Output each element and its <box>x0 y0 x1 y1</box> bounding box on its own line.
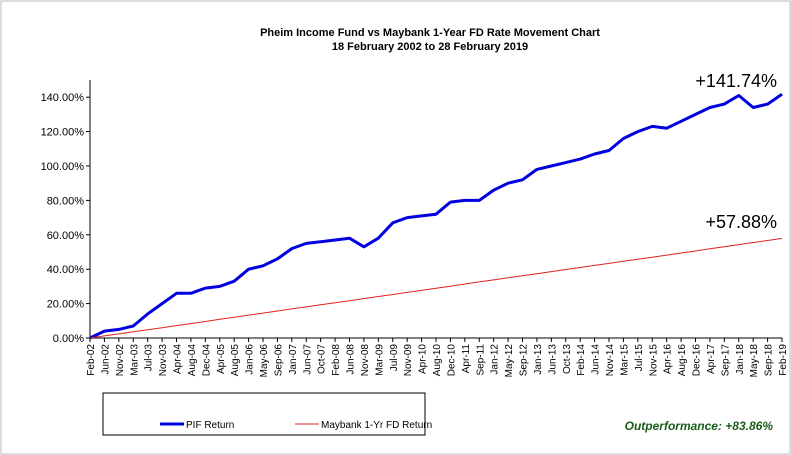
x-tick-label: Apr-10 <box>418 344 429 374</box>
x-tick-label: Aug-04 <box>187 344 198 377</box>
x-tick-label: Nov-15 <box>648 344 659 377</box>
annotation: +57.88% <box>705 212 777 232</box>
x-tick-label: Apr-11 <box>461 344 472 374</box>
y-tick-label: 120.00% <box>41 127 85 139</box>
x-tick-label: Aug-16 <box>677 344 688 377</box>
x-tick-label: Apr-05 <box>216 344 227 374</box>
x-tick-label: Jun-13 <box>547 344 558 375</box>
x-tick-label: Nov-02 <box>115 344 126 377</box>
x-tick-label: Sep-11 <box>475 344 486 376</box>
x-tick-label: May-18 <box>749 344 760 378</box>
y-tick-label: 140.00% <box>41 92 85 104</box>
x-tick-label: Nov-08 <box>360 344 371 377</box>
y-tick-label: 60.00% <box>47 230 85 242</box>
x-tick-label: Mar-03 <box>129 344 140 376</box>
x-tick-label: Sep-12 <box>519 344 530 377</box>
y-tick-label: 80.00% <box>47 195 85 207</box>
legend-label: Maybank 1-Yr FD Return <box>321 420 432 431</box>
x-tick-label: Sep-18 <box>764 344 775 377</box>
y-tick-label: 0.00% <box>53 333 84 345</box>
annotation: +141.74% <box>695 71 777 91</box>
x-tick-label: Nov-03 <box>158 344 169 377</box>
x-tick-label: Jun-02 <box>100 344 111 375</box>
x-tick-label: Feb-02 <box>86 344 97 376</box>
legend-label: PIF Return <box>186 420 234 431</box>
series-line <box>89 237 783 339</box>
x-tick-label: Oct-07 <box>317 344 328 374</box>
x-tick-label: Jun-08 <box>346 344 357 375</box>
x-tick-label: Jul-03 <box>144 344 155 372</box>
x-tick-label: Apr-17 <box>706 344 717 374</box>
x-tick-label: Jan-07 <box>288 344 299 375</box>
x-tick-label: Dec-16 <box>692 344 703 377</box>
x-tick-label: Jun-14 <box>591 344 602 375</box>
x-tick-label: Mar-09 <box>374 344 385 376</box>
annotation: Outperformance: +83.86% <box>625 419 774 433</box>
chart-title: Pheim Income Fund vs Maybank 1-Year FD R… <box>260 27 600 39</box>
chart-subtitle: 18 February 2002 to 28 February 2019 <box>332 41 528 53</box>
y-tick-label: 20.00% <box>47 299 85 311</box>
x-tick-label: Nov-14 <box>605 344 616 377</box>
x-tick-label: Jan-06 <box>245 344 256 375</box>
legend-box <box>102 392 426 436</box>
x-tick-label: Dec-10 <box>446 344 457 377</box>
x-tick-label: Jul-09 <box>389 344 400 372</box>
x-tick-label: Feb-08 <box>331 344 342 376</box>
x-tick-label: Apr-16 <box>663 344 674 374</box>
series-line <box>89 92 783 340</box>
x-tick-label: Aug-05 <box>230 344 241 377</box>
x-tick-label: Apr-04 <box>173 344 184 374</box>
x-tick-label: Feb-14 <box>576 344 587 376</box>
y-tick-label: 100.00% <box>41 161 85 173</box>
x-tick-label: Dec-04 <box>201 344 212 377</box>
x-tick-label: Jul-15 <box>634 344 645 372</box>
x-tick-label: Sep-17 <box>720 344 731 377</box>
x-tick-label: Aug-10 <box>432 344 443 377</box>
x-tick-label: Mar-15 <box>619 344 630 376</box>
x-tick-label: May-12 <box>504 344 515 378</box>
x-tick-label: May-06 <box>259 344 270 378</box>
x-tick-label: Feb-19 <box>778 344 789 376</box>
x-tick-label: Jan-18 <box>735 344 746 375</box>
x-tick-label: Jan-13 <box>533 344 544 375</box>
y-tick-label: 40.00% <box>47 264 85 276</box>
x-tick-label: Oct-13 <box>562 344 573 374</box>
x-tick-label: Nov-09 <box>403 344 414 377</box>
x-tick-label: Jun-07 <box>302 344 313 375</box>
x-tick-label: Jan-12 <box>490 344 501 375</box>
x-tick-label: Sep-06 <box>273 344 284 377</box>
